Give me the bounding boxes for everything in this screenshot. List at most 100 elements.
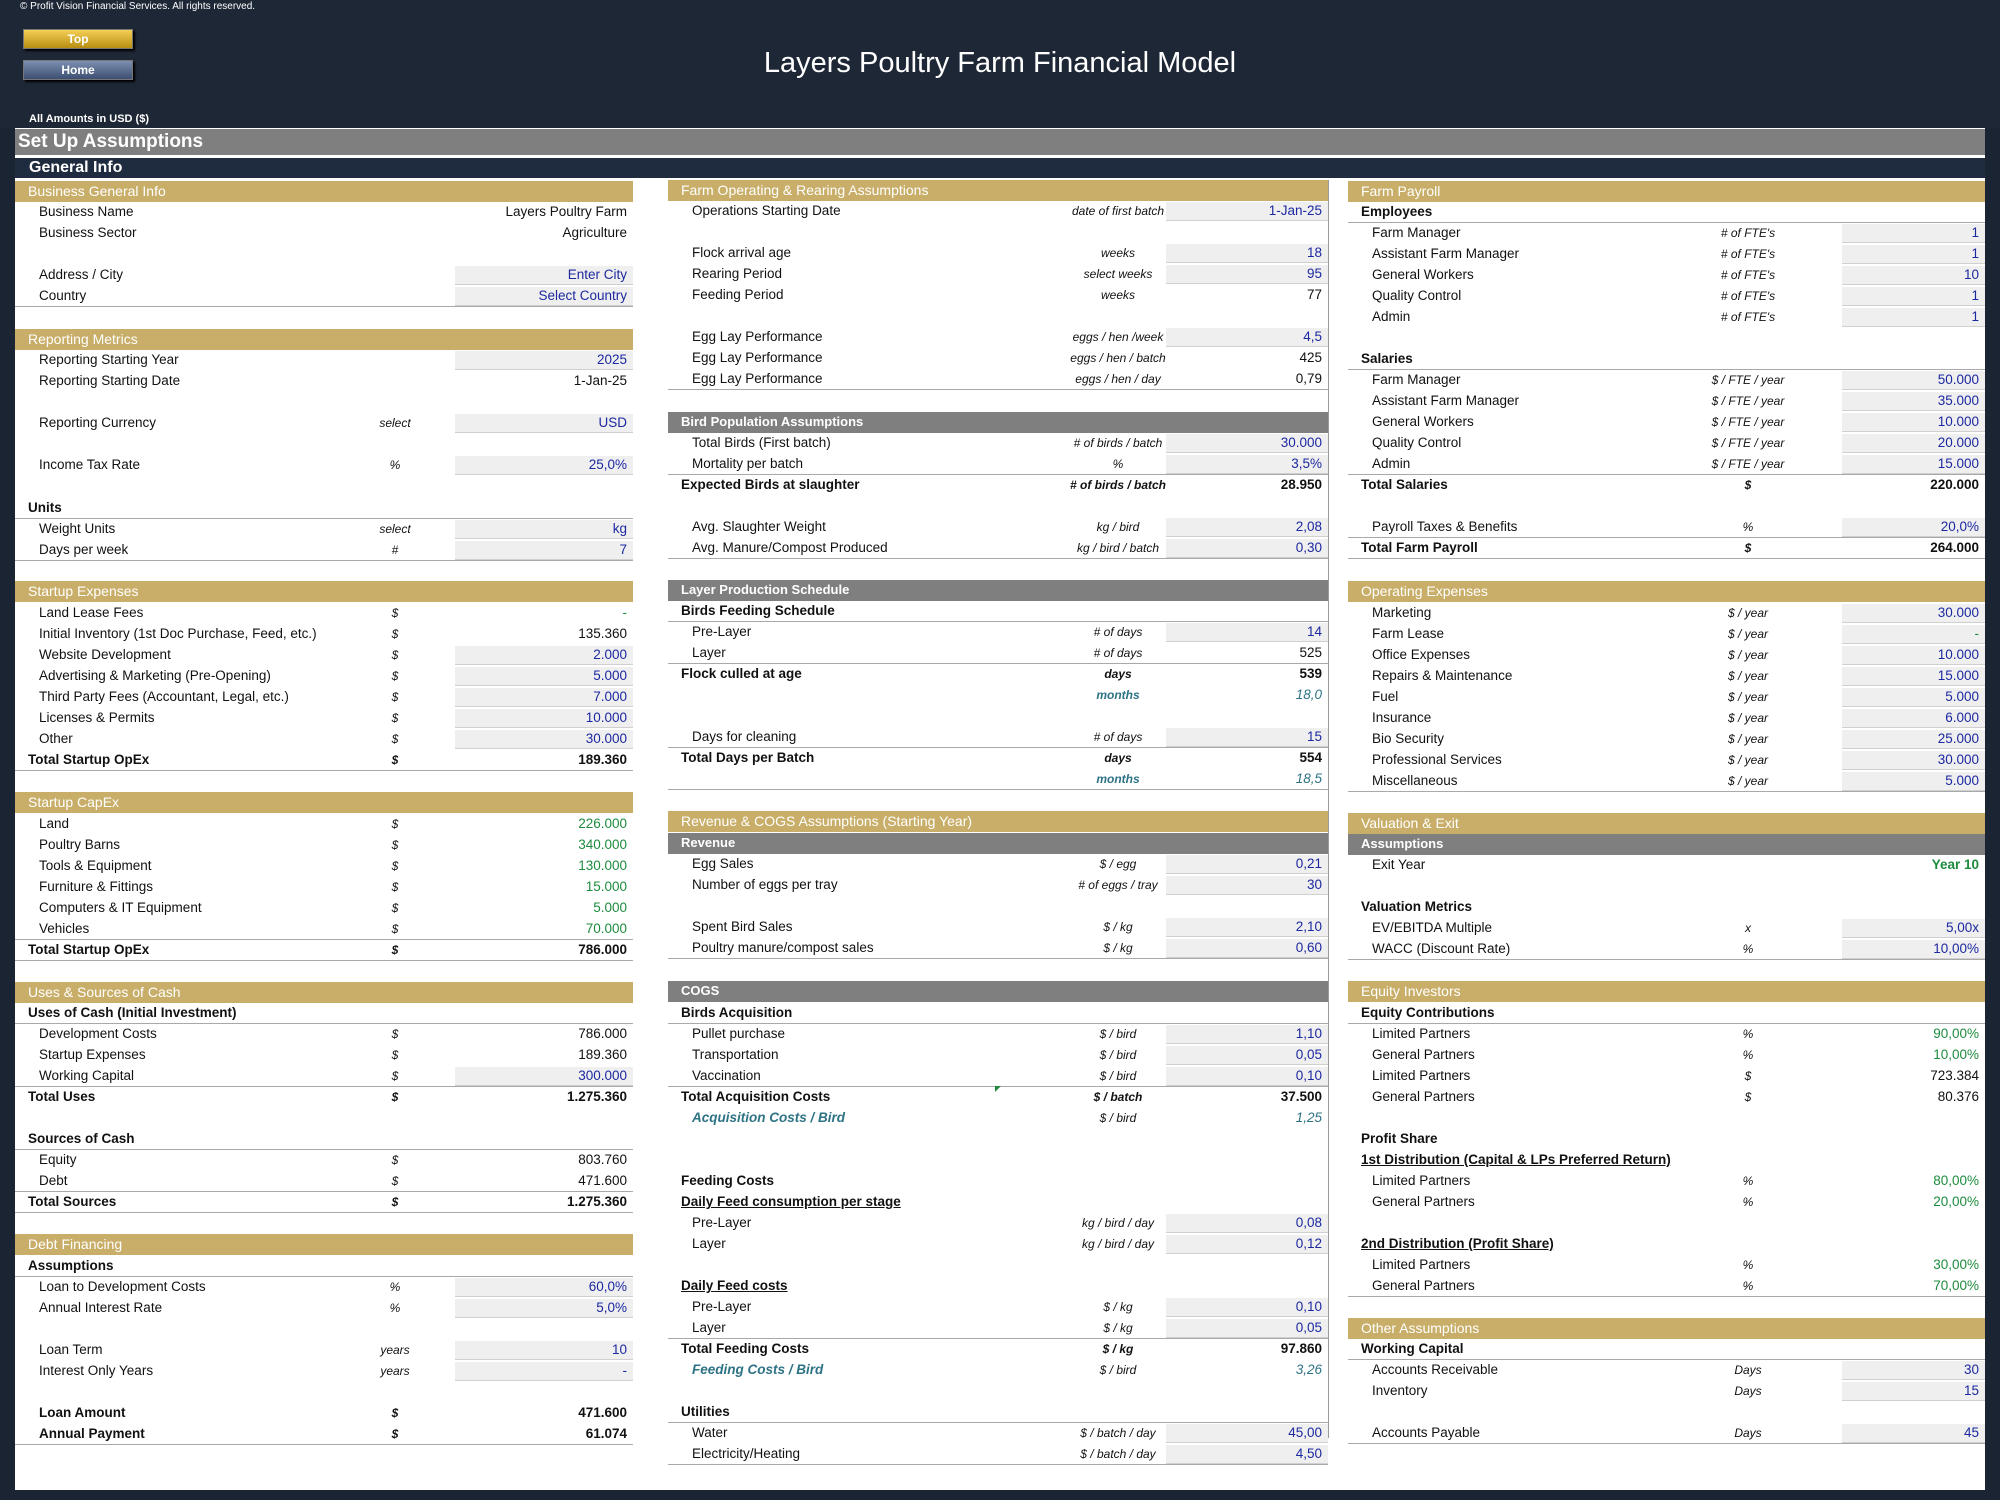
input-cell[interactable]: 1-Jan-25 — [1166, 202, 1328, 221]
input-row[interactable]: Other $30.000 — [15, 729, 633, 750]
input-row[interactable]: Quality Control # of FTE's 1 — [1348, 286, 1985, 307]
input-cell[interactable]: 25,0% — [455, 456, 633, 475]
input-row[interactable]: Transportation $ / bird 0,05 — [668, 1045, 1328, 1066]
input-row[interactable]: Egg Lay Performance eggs / hen /week 4,5 — [668, 327, 1328, 348]
input-row[interactable]: Country Select Country — [15, 286, 633, 307]
input-cell[interactable]: 5.000 — [1842, 772, 1985, 791]
input-row[interactable]: Professional Services $ / year 30.000 — [1348, 750, 1985, 771]
input-row[interactable]: Fuel $ / year 5.000 — [1348, 687, 1985, 708]
input-cell[interactable]: 5,00x — [1842, 919, 1985, 938]
input-row[interactable]: Miscellaneous $ / year 5.000 — [1348, 771, 1985, 792]
input-cell[interactable]: 0,12 — [1166, 1235, 1328, 1254]
input-cell[interactable]: 95 — [1166, 265, 1328, 284]
input-row[interactable]: Pullet purchase $ / bird 1,10 — [668, 1024, 1328, 1045]
input-cell[interactable]: 14 — [1166, 623, 1328, 642]
input-cell[interactable]: 0,08 — [1166, 1214, 1328, 1233]
input-cell[interactable]: 30.000 — [1166, 434, 1328, 453]
input-cell[interactable]: 1 — [1842, 224, 1985, 243]
input-cell[interactable]: 15.000 — [1842, 455, 1985, 474]
input-cell[interactable]: 10 — [455, 1341, 633, 1360]
input-cell[interactable]: 2.000 — [455, 646, 633, 665]
input-cell[interactable]: 10,00% — [1842, 940, 1985, 959]
input-cell[interactable]: 300.000 — [455, 1067, 633, 1086]
input-cell[interactable]: 30.000 — [455, 730, 633, 749]
input-row[interactable]: Vaccination $ / bird 0,10 — [668, 1066, 1328, 1087]
input-row[interactable]: Flock arrival age weeks 18 — [668, 243, 1328, 264]
input-row[interactable]: Pre-Layer $ / kg 0,10 — [668, 1297, 1328, 1318]
input-cell[interactable]: 1,10 — [1166, 1025, 1328, 1044]
input-row[interactable]: EV/EBITDA Multiple x 5,00x — [1348, 918, 1985, 939]
input-row[interactable]: Mortality per batch% 3,5% — [668, 454, 1328, 475]
input-cell[interactable]: 15.000 — [1842, 667, 1985, 686]
input-row[interactable]: Total Birds (First batch) # of birds / ba… — [668, 433, 1328, 454]
input-cell[interactable]: 2,10 — [1166, 918, 1328, 937]
input-row[interactable]: Admin $ / FTE / year 15.000 — [1348, 454, 1985, 475]
home-button[interactable]: Home — [23, 60, 133, 80]
input-row[interactable]: Operations Starting Date date of first ba… — [668, 201, 1328, 222]
input-row[interactable]: Weight Units select kg — [15, 519, 633, 540]
input-cell[interactable]: 10.000 — [1842, 413, 1985, 432]
input-row[interactable]: Reporting Currency select USD — [15, 413, 633, 434]
input-cell[interactable]: 1 — [1842, 308, 1985, 327]
input-cell[interactable]: 3,5% — [1166, 455, 1328, 474]
input-cell[interactable]: 0,30 — [1166, 539, 1328, 558]
input-row[interactable]: Office Expenses $ / year 10.000 — [1348, 645, 1985, 666]
input-cell[interactable]: 5.000 — [455, 667, 633, 686]
input-cell[interactable]: 0,60 — [1166, 939, 1328, 958]
input-cell[interactable]: 4,50 — [1166, 1445, 1328, 1464]
input-cell[interactable]: kg — [455, 520, 633, 539]
input-cell[interactable]: 35.000 — [1842, 392, 1985, 411]
input-cell[interactable]: 0,21 — [1166, 855, 1328, 874]
input-row[interactable]: Interest Only Years years - — [15, 1361, 633, 1382]
input-cell[interactable]: 45 — [1842, 1424, 1985, 1443]
input-cell[interactable]: 20,0% — [1842, 518, 1985, 537]
input-cell[interactable]: 2025 — [455, 351, 633, 370]
input-cell[interactable]: 0,05 — [1166, 1046, 1328, 1065]
input-cell[interactable]: 2,08 — [1166, 518, 1328, 537]
input-cell[interactable]: 25.000 — [1842, 730, 1985, 749]
input-row[interactable]: Marketing $ / year 30.000 — [1348, 603, 1985, 624]
input-cell[interactable]: Select Country — [455, 287, 633, 306]
input-row[interactable]: Avg. Manure/Compost Produced kg / bird / … — [668, 538, 1328, 559]
input-row[interactable]: Inventory Days 15 — [1348, 1381, 1985, 1402]
input-row[interactable]: Payroll Taxes & Benefits% 20,0% — [1348, 517, 1985, 538]
input-row[interactable]: Poultry manure/compost sales $ / kg 0,60 — [668, 938, 1328, 959]
input-row[interactable]: Electricity/Heating $ / batch / day 4,50 — [668, 1444, 1328, 1465]
input-cell[interactable]: 1 — [1842, 245, 1985, 264]
input-row[interactable]: Reporting Starting Year 2025 — [15, 350, 633, 371]
input-row[interactable]: Loan to Development Costs% 60,0% — [15, 1277, 633, 1298]
input-cell[interactable]: 0,10 — [1166, 1067, 1328, 1086]
top-button[interactable]: Top — [23, 29, 133, 49]
input-cell[interactable]: 30.000 — [1842, 604, 1985, 623]
input-cell[interactable]: 15 — [1842, 1382, 1985, 1401]
input-cell[interactable]: 10 — [1842, 266, 1985, 285]
input-row[interactable]: Income Tax Rate% 25,0% — [15, 455, 633, 476]
input-cell[interactable]: 7 — [455, 541, 633, 560]
input-row[interactable]: Quality Control $ / FTE / year 20.000 — [1348, 433, 1985, 454]
input-row[interactable]: General Workers $ / FTE / year 10.000 — [1348, 412, 1985, 433]
input-cell[interactable]: 45,00 — [1166, 1424, 1328, 1443]
input-row[interactable]: Farm Lease $ / year - — [1348, 624, 1985, 645]
input-cell[interactable]: - — [455, 1362, 633, 1381]
input-row[interactable]: Working Capital $300.000 — [15, 1066, 633, 1087]
input-cell[interactable]: USD — [455, 414, 633, 433]
input-row[interactable]: Loan Term years 10 — [15, 1340, 633, 1361]
input-row[interactable]: Licenses & Permits $10.000 — [15, 708, 633, 729]
input-cell[interactable]: 18 — [1166, 244, 1328, 263]
input-cell[interactable]: 50.000 — [1842, 371, 1985, 390]
input-row[interactable]: Number of eggs per tray # of eggs / tray 3… — [668, 875, 1328, 896]
input-row[interactable]: Water $ / batch / day 45,00 — [668, 1423, 1328, 1444]
input-row[interactable]: Annual Interest Rate% 5,0% — [15, 1298, 633, 1319]
input-row[interactable]: Spent Bird Sales $ / kg 2,10 — [668, 917, 1328, 938]
input-cell[interactable]: 5.000 — [1842, 688, 1985, 707]
input-row[interactable]: Repairs & Maintenance $ / year 15.000 — [1348, 666, 1985, 687]
input-row[interactable]: Assistant Farm Manager # of FTE's 1 — [1348, 244, 1985, 265]
input-cell[interactable]: 5,0% — [455, 1299, 633, 1318]
input-cell[interactable]: Enter City — [455, 266, 633, 285]
input-row[interactable]: Pre-Layer # of days 14 — [668, 622, 1328, 643]
input-row[interactable]: Accounts Receivable Days 30 — [1348, 1360, 1985, 1381]
input-row[interactable]: Egg Sales $ / egg 0,21 — [668, 854, 1328, 875]
input-cell[interactable]: 15 — [1166, 728, 1328, 747]
input-cell[interactable]: 30 — [1842, 1361, 1985, 1380]
input-cell[interactable]: 20.000 — [1842, 434, 1985, 453]
